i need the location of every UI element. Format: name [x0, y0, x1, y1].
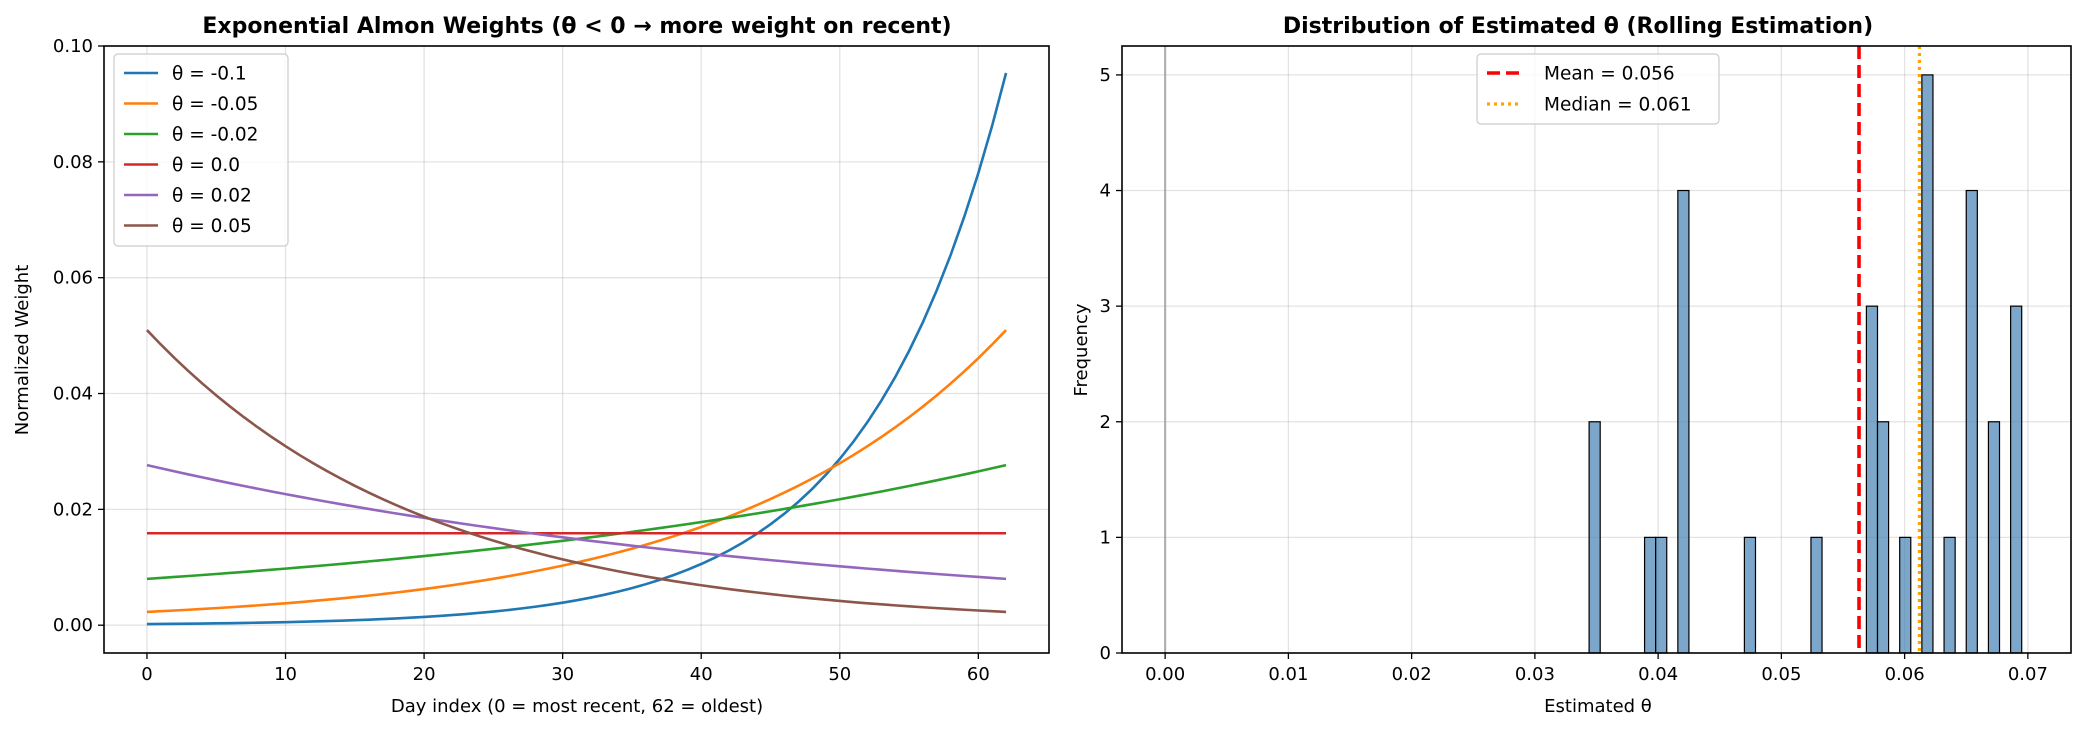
left-plot-lines: [146, 72, 1008, 626]
right-x-tick-label: 0.02: [1392, 664, 1432, 685]
right-x-ticks: 0.00 0.01 0.02 0.03 0.04 0.05 0.06 0.07: [1145, 653, 2048, 685]
left-x-axis-label: Day index (0 = most recent, 62 = oldest): [391, 696, 763, 717]
left-y-tick-label: 0.08: [53, 152, 93, 173]
series-line: [146, 72, 1008, 626]
left-y-ticks: 0.00 0.02 0.04 0.06 0.08 0.10: [53, 36, 104, 636]
legend-label: Median = 0.061: [1544, 95, 1692, 116]
left-legend-box: [113, 53, 289, 247]
right-x-axis-label: Estimated θ: [1544, 696, 1652, 717]
histogram-bar: [1588, 421, 1601, 654]
histogram-bar: [1643, 536, 1657, 654]
histogram-bar: [1810, 536, 1823, 654]
right-y-tick-label: 5: [1100, 65, 1111, 86]
left-y-axis-label: Normalized Weight: [12, 265, 33, 436]
left-x-tick-label: 0: [141, 664, 152, 685]
legend-label: Mean = 0.056: [1544, 64, 1675, 85]
legend-label: θ = 0.02: [172, 186, 252, 207]
right-y-axis-label: Frequency: [1071, 303, 1092, 396]
right-legend-box: [1476, 53, 1720, 125]
legend-label: θ = 0.05: [172, 216, 252, 237]
left-x-tick-label: 40: [690, 664, 713, 685]
right-y-tick-label: 3: [1100, 296, 1111, 317]
histogram-bar: [2010, 305, 2023, 654]
right-x-tick-label: 0.04: [1638, 664, 1678, 685]
left-x-tick-label: 60: [967, 664, 990, 685]
histogram-bar: [1921, 74, 1934, 654]
histogram-bar: [1865, 305, 1879, 654]
histogram-bar: [1876, 421, 1890, 654]
right-x-tick-label: 0.07: [2008, 664, 2048, 685]
legend-label: θ = -0.02: [172, 125, 258, 146]
left-y-tick-label: 0.10: [53, 36, 93, 57]
right-x-tick-label: 0.06: [1885, 664, 1925, 685]
left-legend: θ = -0.1 θ = -0.05 θ = -0.02 θ = 0.0 θ = 0.0…: [113, 53, 289, 247]
left-y-tick-label: 0.00: [53, 615, 93, 636]
left-x-tick-label: 10: [274, 664, 297, 685]
histogram-bar: [1743, 536, 1757, 654]
right-axes-frame: [1121, 45, 2072, 654]
right-x-tick-label: 0.01: [1268, 664, 1308, 685]
histogram-bar: [1677, 189, 1690, 654]
right-y-tick-label: 2: [1100, 412, 1111, 433]
right-legend: Mean = 0.056 Median = 0.061: [1476, 53, 1720, 125]
right-y-tick-label: 0: [1100, 643, 1111, 664]
left-x-tick-label: 20: [413, 664, 436, 685]
series-line: [146, 463, 1007, 581]
right-chart-panel: Distribution of Estimated θ (Rolling Est…: [1071, 14, 2072, 717]
left-y-tick-label: 0.02: [53, 499, 93, 520]
right-x-tick-label: 0.05: [1761, 664, 1801, 685]
right-plot-bars: [1164, 46, 2023, 654]
histogram-bar: [1899, 536, 1912, 654]
legend-label: θ = -0.05: [172, 94, 258, 115]
right-y-ticks: 0 1 2 3 4 5: [1100, 65, 1122, 664]
right-chart-title: Distribution of Estimated θ (Rolling Est…: [1283, 14, 1873, 39]
series-line: [146, 329, 1007, 614]
left-y-tick-label: 0.06: [53, 268, 93, 289]
histogram-bar: [1965, 189, 1978, 654]
left-chart-title: Exponential Almon Weights (θ < 0 → more …: [202, 14, 951, 39]
left-x-ticks: 0 10 20 30 40 50 60: [141, 653, 990, 685]
histogram-bar: [1943, 536, 1956, 654]
right-y-tick-label: 4: [1100, 181, 1111, 202]
right-x-tick-label: 0.03: [1515, 664, 1555, 685]
left-axes-frame: [103, 45, 1050, 654]
legend-label: θ = -0.1: [172, 64, 247, 85]
legend-label: θ = 0.0: [172, 155, 240, 176]
right-y-tick-label: 1: [1100, 527, 1111, 548]
left-x-tick-label: 50: [828, 664, 851, 685]
histogram-bar: [1987, 421, 2001, 654]
right-x-tick-label: 0.00: [1145, 664, 1185, 685]
left-x-tick-label: 30: [551, 664, 574, 685]
left-chart-panel: Exponential Almon Weights (θ < 0 → more …: [12, 14, 1050, 717]
left-y-tick-label: 0.04: [53, 384, 93, 405]
histogram-bar: [1655, 536, 1668, 654]
